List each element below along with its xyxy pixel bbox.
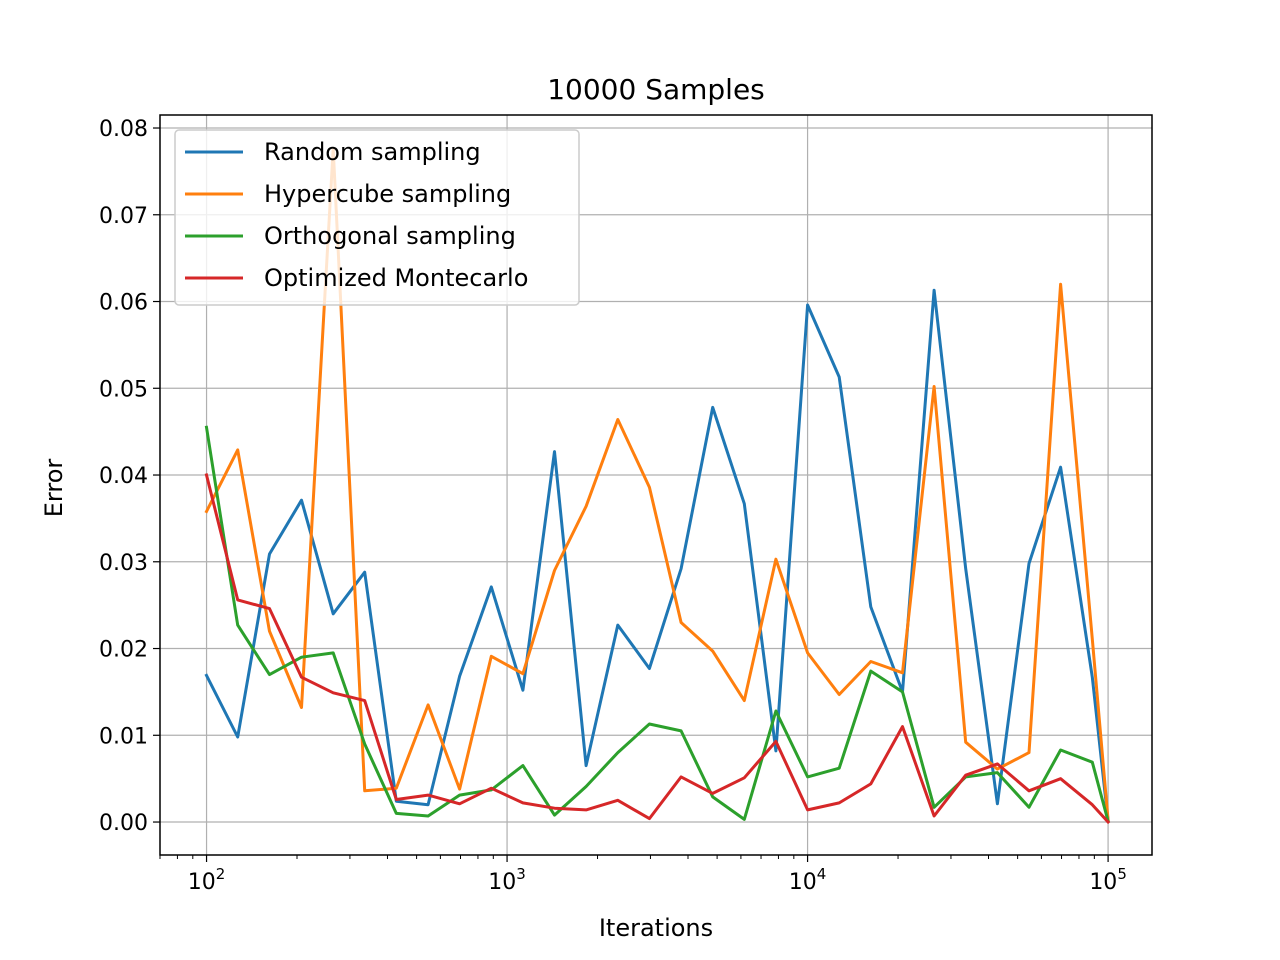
x-tick-label: 102 <box>188 865 226 895</box>
y-tick-label: 0.02 <box>99 638 148 663</box>
legend-label: Hypercube sampling <box>264 180 511 208</box>
y-tick-label: 0.01 <box>99 724 148 749</box>
legend-label: Orthogonal sampling <box>264 222 516 250</box>
y-tick-label: 0.07 <box>99 204 148 229</box>
x-tick-base: 10 <box>188 870 216 895</box>
plot-frame <box>159 114 1153 856</box>
x-tick-exponent: 4 <box>817 865 827 883</box>
x-tick-exponent: 2 <box>216 865 226 883</box>
x-tick-exponent: 5 <box>1117 865 1127 883</box>
grid <box>160 115 1152 855</box>
y-tick-label: 0.06 <box>99 291 148 316</box>
y-tick-label: 0.05 <box>99 377 148 402</box>
legend-label: Random sampling <box>264 138 481 166</box>
chart-title: 10000 Samples <box>547 73 765 106</box>
x-tick-label: 103 <box>488 865 526 895</box>
y-tick-label: 0.08 <box>99 117 148 142</box>
x-tick-base: 10 <box>789 870 817 895</box>
x-tick-base: 10 <box>488 870 516 895</box>
y-tick-label: 0.00 <box>99 811 148 836</box>
y-tick-label: 0.03 <box>99 551 148 576</box>
axis-ticks: 102 103 104 1050.000.010.020.030.040.050.06… <box>99 117 1127 895</box>
x-tick-label: 105 <box>1089 865 1127 895</box>
y-tick-label: 0.04 <box>99 464 148 489</box>
x-tick-base: 10 <box>1089 870 1117 895</box>
legend-box <box>174 129 580 306</box>
series-line <box>204 425 1110 824</box>
y-axis-label: Error <box>40 459 68 518</box>
series-line <box>204 288 1110 823</box>
series-line <box>204 473 1111 825</box>
x-axis-label: Iterations <box>599 914 713 942</box>
legend-label: Optimized Montecarlo <box>264 264 528 292</box>
series-line <box>204 147 1110 822</box>
x-tick-label: 104 <box>789 865 827 895</box>
legend: Random sampling Hypercube sampling Orthogo… <box>174 129 580 306</box>
x-tick-exponent: 3 <box>516 865 526 883</box>
series-lines <box>204 147 1111 825</box>
